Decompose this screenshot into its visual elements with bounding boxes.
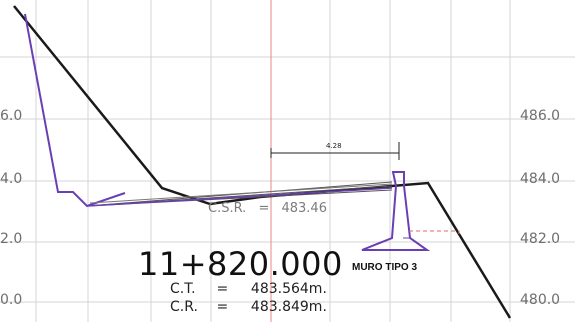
level-value: 483.849m.: [250, 299, 327, 315]
subgrade-level: C.S.R. = 483.46: [208, 202, 327, 215]
elevation-label-left: 0.0: [0, 292, 23, 308]
elevation-label-right: 484.0: [520, 171, 561, 187]
level-row-ct: C.T. = 483.564m.: [170, 282, 327, 296]
subgrade-marker: [409, 230, 460, 236]
retaining-wall: [361, 171, 431, 251]
elevation-label-right: 486.0: [520, 108, 561, 124]
pavement-surface: [86, 187, 393, 207]
elevation-label-left: 2.0: [0, 231, 23, 247]
elevation-label-right: 482.0: [520, 231, 561, 247]
level-eq: =: [216, 281, 229, 297]
elevation-label-left: 4.0: [0, 171, 23, 187]
left-slope: [24, 13, 126, 208]
elevation-label-right: 480.0: [520, 292, 561, 308]
subgrade-eq: =: [258, 201, 270, 216]
level-eq: =: [216, 299, 229, 315]
subgrade-value: 483.46: [281, 201, 327, 216]
level-row-cr: C.R. = 483.849m.: [170, 300, 327, 314]
wall-label: MURO TIPO 3: [352, 262, 418, 273]
level-value: 483.564m.: [250, 281, 327, 297]
dimension-line: [270, 142, 400, 160]
level-key: C.R.: [170, 299, 198, 315]
dimension-label: 4.28: [326, 142, 342, 150]
terrain-line: [13, 5, 512, 319]
subgrade-key: C.S.R.: [208, 201, 247, 216]
level-key: C.T.: [170, 281, 196, 297]
station-label: 11+820.000: [138, 245, 343, 283]
elevation-label-left: 6.0: [0, 108, 23, 124]
